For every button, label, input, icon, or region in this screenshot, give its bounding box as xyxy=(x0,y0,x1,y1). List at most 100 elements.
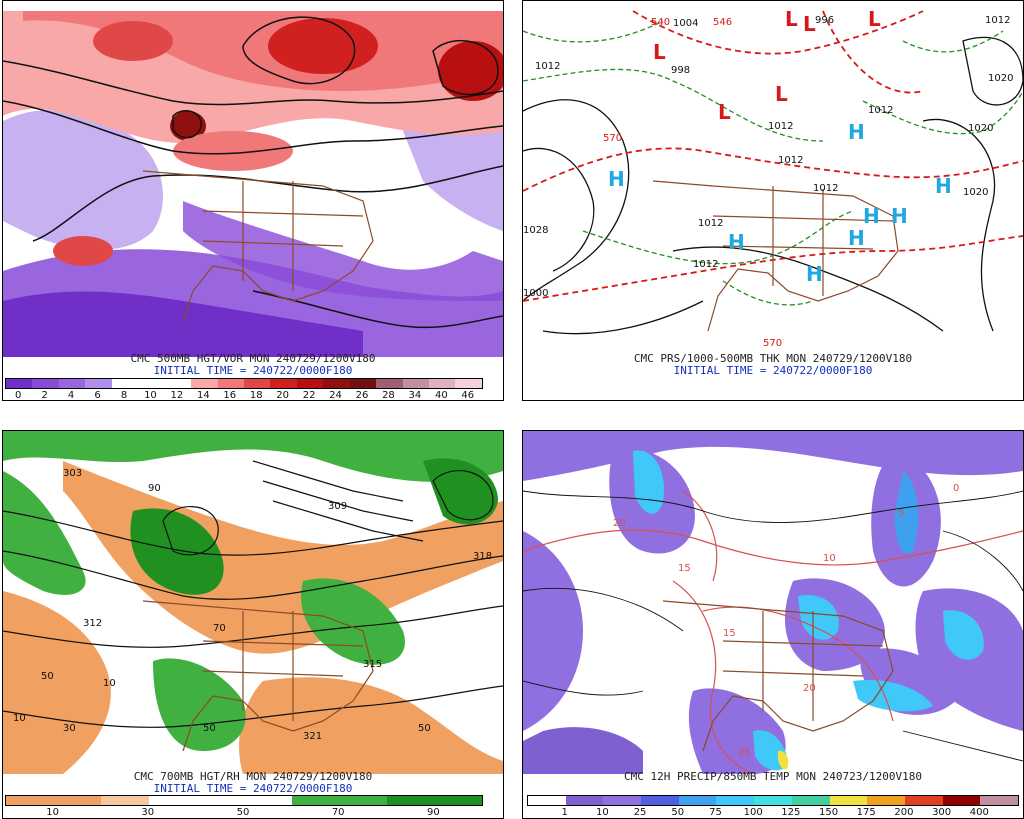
colorbar-tick-label: 14 xyxy=(196,390,210,401)
high-marker: H xyxy=(728,230,745,254)
pressure-label: 1004 xyxy=(673,18,698,29)
colorbar-swatch xyxy=(867,796,905,805)
colorbar-swatch xyxy=(980,796,1018,805)
thickness-label: 540 xyxy=(651,17,670,28)
temp-label: 20 xyxy=(613,518,626,529)
colorbar-tick-label: 125 xyxy=(781,807,801,818)
colorbar-swatch xyxy=(6,796,54,805)
colorbar-tick-label: 28 xyxy=(382,390,395,401)
colorbar-swatch xyxy=(376,379,403,388)
colorbar-tick-label: 70 xyxy=(331,807,345,818)
colorbar-swatch xyxy=(148,796,197,805)
caption: CMC PRS/1000-500MB THK MON 240729/1200V1… xyxy=(523,353,1023,377)
caption-initial-time: INITIAL TIME = 240722/0000F180 xyxy=(153,782,353,795)
colorbar-tick-label: 30 xyxy=(141,807,155,818)
pressure-label: 1012 xyxy=(813,183,838,194)
panel-precip-850mb-temp: 20 15 10 5 0 25 20 15 CMC 12H PRECIP/850… xyxy=(522,430,1024,819)
colorbar-swatch xyxy=(455,379,482,388)
colorbar-tick-label: 75 xyxy=(709,807,722,818)
colorbar-tick-label: 20 xyxy=(276,390,290,401)
colorbar-swatch xyxy=(196,796,244,805)
colorbar-tick-label: 22 xyxy=(302,390,316,401)
colorbar-swatch xyxy=(58,379,86,388)
low-marker: L xyxy=(868,7,881,31)
contour-label: 318 xyxy=(473,551,492,562)
colorbar-tick-label: 10 xyxy=(46,807,59,818)
panel-pressure-thickness: H H H H H H H H L L L L L L 1012 1004 99… xyxy=(522,0,1024,401)
colorbar-swatch xyxy=(101,796,149,805)
rh-label: 30 xyxy=(63,723,76,734)
precip-map: 20 15 10 5 0 25 20 15 xyxy=(523,431,1023,774)
pressure-label: 1012 xyxy=(985,15,1010,26)
colorbar-swatch xyxy=(565,796,604,805)
temp-label: 25 xyxy=(738,748,751,759)
rh-label: 90 xyxy=(148,483,161,494)
low-marker: L xyxy=(718,100,731,124)
caption-initial-time: INITIAL TIME = 240722/0000F180 xyxy=(153,364,353,377)
colorbar-tick-label: 300 xyxy=(932,807,952,818)
pressure-label: 1020 xyxy=(968,123,993,134)
pressure-label: 1000 xyxy=(523,288,548,299)
pressure-label: 998 xyxy=(671,65,690,76)
caption-title: CMC 700MB HGT/RH MON 240729/1200V180 xyxy=(133,770,373,783)
rh-label: 50 xyxy=(418,723,431,734)
panel-500mb-hgt-vor: CMC 500MB HGT/VOR MON 240729/1200V180 IN… xyxy=(2,0,504,401)
contour-label: 321 xyxy=(303,731,322,742)
temp-label: 5 xyxy=(898,508,904,519)
caption-title: CMC 12H PRECIP/850MB TEMP MON 240723/120… xyxy=(623,770,922,783)
colorbar-tick-label: 50 xyxy=(671,807,685,818)
colorbar-swatch xyxy=(339,796,387,805)
colorbar-tick-label: 6 xyxy=(94,390,101,401)
humidity-map: 303 309 312 315 318 321 50 10 90 70 30 1… xyxy=(3,431,503,774)
colorbar-tick-label: 50 xyxy=(236,807,250,818)
temp-label: 20 xyxy=(803,683,816,694)
temp-label: 10 xyxy=(823,553,836,564)
colorbar-swatch xyxy=(53,796,102,805)
pressure-map: H H H H H H H H L L L L L L 1012 1004 99… xyxy=(523,1,1023,357)
colorbar-tick-label: 400 xyxy=(969,807,989,818)
contour-label: 315 xyxy=(363,659,382,670)
colorbar-swatch xyxy=(296,379,324,388)
colorbar-swatch xyxy=(904,796,943,805)
colorbar-tick-label: 34 xyxy=(408,390,422,401)
colorbar-swatch xyxy=(754,796,792,805)
pressure-label: 1020 xyxy=(988,73,1013,84)
colorbar-swatch xyxy=(217,379,244,388)
temp-label: 15 xyxy=(723,628,736,639)
colorbar-swatch xyxy=(291,796,340,805)
colorbar-tick-label: 18 xyxy=(249,390,263,401)
panel-700mb-hgt-rh: 303 309 312 315 318 321 50 10 90 70 30 1… xyxy=(2,430,504,819)
colorbar-swatch xyxy=(270,379,297,388)
colorbar-swatch xyxy=(402,379,429,388)
pressure-label: 1012 xyxy=(868,105,893,116)
colorbar-tick-label: 10 xyxy=(596,807,609,818)
colorbar-swatch xyxy=(243,796,292,805)
high-marker: H xyxy=(891,204,908,228)
pressure-label: 996 xyxy=(815,15,834,26)
colorbar-tick-label: 16 xyxy=(223,390,237,401)
caption: CMC 12H PRECIP/850MB TEMP MON 240723/120… xyxy=(523,771,1023,783)
rh-label: 10 xyxy=(13,713,26,724)
rh-label: 10 xyxy=(103,678,116,689)
vorticity-map xyxy=(3,1,503,357)
colorbar-tick-label: 10 xyxy=(144,390,157,401)
colorbar-tick-label: 90 xyxy=(427,807,440,818)
colorbar-swatch xyxy=(164,379,192,388)
thickness-label: 546 xyxy=(713,17,732,28)
pressure-label: 1028 xyxy=(523,225,548,236)
colorbar-swatch xyxy=(323,379,350,388)
caption: CMC 500MB HGT/VOR MON 240729/1200V180 IN… xyxy=(3,353,503,377)
caption-title: CMC 500MB HGT/VOR MON 240729/1200V180 xyxy=(130,352,376,365)
colorbar-tick-label: 100 xyxy=(743,807,763,818)
colorbar-swatch xyxy=(603,796,642,805)
colorbar xyxy=(5,795,483,806)
colorbar-tick-label: 200 xyxy=(894,807,914,818)
colorbar-tick-label: 24 xyxy=(329,390,342,401)
colorbar-swatch xyxy=(528,796,566,805)
colorbar-tick-label: 1 xyxy=(561,807,568,818)
colorbar-ticks: 1 10 25 50 75 100 125 150 175 200 300 400 xyxy=(527,807,1017,818)
colorbar-tick-label: 12 xyxy=(170,390,184,401)
low-marker: L xyxy=(785,7,798,31)
thickness-label: 570 xyxy=(763,338,782,349)
thickness-label: 570 xyxy=(603,133,622,144)
